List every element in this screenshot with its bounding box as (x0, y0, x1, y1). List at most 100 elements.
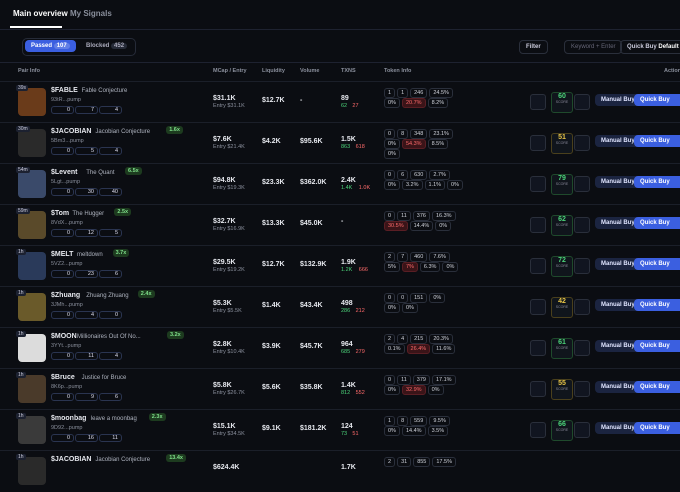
quick-buy-button[interactable]: Quick Buy (634, 135, 680, 147)
buys: 1.2K (341, 267, 353, 273)
symbol: $Bruce (51, 374, 75, 381)
token-info-chip: 0% (384, 303, 400, 313)
token-info-chip: 20.3% (429, 334, 453, 344)
token-info-chip: 16.3% (431, 211, 456, 221)
token-info-chip: 3.2% (401, 180, 423, 190)
chart-button[interactable] (530, 299, 546, 315)
manual-buy-button[interactable]: Manual Buy (595, 422, 641, 434)
token-info-chip: 1 (384, 88, 396, 98)
passed-button[interactable]: Passed 107 (25, 40, 76, 52)
symbol: $Tom (51, 210, 70, 217)
icon-button[interactable] (574, 94, 590, 110)
manual-buy-button[interactable]: Manual Buy (595, 217, 641, 229)
token-info-chip: 0% (384, 180, 400, 190)
manual-buy-button[interactable]: Manual Buy (595, 381, 641, 393)
token-name: Justice for Bruce (81, 374, 127, 381)
liquidity: $13.3K (262, 220, 285, 227)
token-name: Jacobian Conjecture (95, 128, 151, 135)
manual-buy-button[interactable]: Manual Buy (595, 176, 641, 188)
buys: 62 (341, 103, 348, 109)
token-info-line: 0% 54.3% 8.5% (384, 139, 450, 149)
icon-button[interactable] (574, 340, 590, 356)
volume: $43.4K (300, 302, 323, 309)
icon-button[interactable] (574, 176, 590, 192)
token-info-line: 0% 14.4% 3.5% (384, 426, 450, 436)
chart-button[interactable] (530, 340, 546, 356)
icon-button[interactable] (574, 381, 590, 397)
token-info-chip: 151 (410, 293, 428, 303)
liquidity: $1.4K (262, 302, 281, 309)
manual-buy-button[interactable]: Manual Buy (595, 94, 641, 106)
token-info-line: 2 7 460 7.6% (384, 252, 452, 262)
chart-button[interactable] (530, 94, 546, 110)
token-info-line: 2 4 215 20.3% (384, 334, 455, 344)
quick-buy-button[interactable]: Quick Buy (634, 217, 680, 229)
entry: Entry $19.2K (213, 267, 245, 273)
blocked-button[interactable]: Blocked 452 (80, 40, 133, 52)
chart-button[interactable] (530, 135, 546, 151)
manual-buy-button[interactable]: Manual Buy (595, 258, 641, 270)
token-info-chip: 7% (401, 262, 418, 272)
search-input[interactable]: Keyword + Enter (564, 40, 622, 54)
row[interactable]: 39s $FABLE Fable Conjecture 93tR...pump 0 7 4 $… (0, 81, 680, 123)
icon-button[interactable] (574, 258, 590, 274)
tab-underline (10, 26, 62, 28)
icon-button[interactable] (574, 217, 590, 233)
token-info-line: 0 6 630 2.7% (384, 170, 452, 180)
tab[interactable]: Main overview (13, 9, 68, 18)
icon-button[interactable] (574, 299, 590, 315)
row[interactable]: 1h $MOON Millionaires Out Of No... 3.2x 3YYt… (0, 327, 680, 369)
quick-buy-button[interactable]: Quick Buy (634, 258, 680, 270)
quick-buy-button[interactable]: Quick Buy (634, 176, 680, 188)
chart-button[interactable] (530, 176, 546, 192)
token-info-chip: 246 (410, 88, 428, 98)
social-count: 40 (99, 188, 122, 196)
row[interactable]: 54m $Levent The Quant 6.5x 5Lgt...pump 0 30 40 $… (0, 163, 680, 205)
score: 62 (558, 216, 566, 223)
token-info-line: 1 1 246 24.5% (384, 88, 455, 98)
row[interactable]: 1h $MELT meltdown 3.7x 5VZ2...pump 0 23 6 $29.5K… (0, 245, 680, 287)
token-info-chip: 1 (397, 88, 409, 98)
token-info-chip: 0 (384, 211, 396, 221)
chart-button[interactable] (530, 258, 546, 274)
row[interactable]: 59m $Tom The Hugger 2.5x 8VdX...pump 0 12 5 $32.… (0, 204, 680, 246)
liquidity: $4.2K (262, 138, 281, 145)
row[interactable]: 1h $moonbag leave a moonbag 2.3x 9D92...pump… (0, 409, 680, 451)
quick-buy-button[interactable]: Quick Buy (634, 340, 680, 352)
multiplier: 2.4x (137, 290, 155, 298)
column-header: TXNS (341, 68, 356, 74)
avatar (18, 211, 46, 239)
row[interactable]: 30m $JACOBIAN Jacobian Conjecture 1.6x 5Bm3.… (0, 122, 680, 164)
score: 61 (558, 339, 566, 346)
manual-buy-button[interactable]: Manual Buy (595, 340, 641, 352)
icon-button[interactable] (574, 422, 590, 438)
quick-buy-select[interactable]: Quick Buy Default (620, 40, 680, 54)
avatar (18, 334, 46, 362)
chart-button[interactable] (530, 381, 546, 397)
social-count: 4 (99, 106, 122, 114)
count: 107 (53, 43, 70, 49)
quick-buy-button[interactable]: Quick Buy (634, 299, 680, 311)
quick-buy-button[interactable]: Quick Buy (634, 381, 680, 393)
row[interactable]: 1h $Bruce Justice for Bruce 8K6p...pump 0 9 6 $… (0, 368, 680, 410)
manual-buy-button[interactable]: Manual Buy (595, 299, 641, 311)
row[interactable]: 1h $Zhuang Zhuang Zhuang 2.4x 3JMh...pump 0 4 0… (0, 286, 680, 328)
tab[interactable]: My Signals (70, 9, 112, 18)
token-info-chip: 7.6% (429, 252, 450, 262)
token-info-chip: 5% (384, 262, 400, 272)
row[interactable]: 1h $JACOBIAN Jacobian Conjecture 13.4x $624.… (0, 450, 680, 492)
quick-buy-button[interactable]: Quick Buy (634, 94, 680, 106)
icon-button[interactable] (574, 135, 590, 151)
token-info-chip: 0 (384, 375, 396, 385)
chart-button[interactable] (530, 422, 546, 438)
manual-buy-button[interactable]: Manual Buy (595, 135, 641, 147)
quick-buy-button[interactable]: Quick Buy (634, 422, 680, 434)
token-info-chip: 32.9% (401, 385, 426, 395)
token-info-chip: 6 (397, 170, 409, 180)
chart-button[interactable] (530, 217, 546, 233)
filter-button[interactable]: Filter (519, 40, 548, 54)
token-name: Zhuang Zhuang (86, 292, 129, 299)
value: Default (658, 44, 679, 50)
token-info-chip: 0 (384, 170, 396, 180)
avatar (18, 88, 46, 116)
